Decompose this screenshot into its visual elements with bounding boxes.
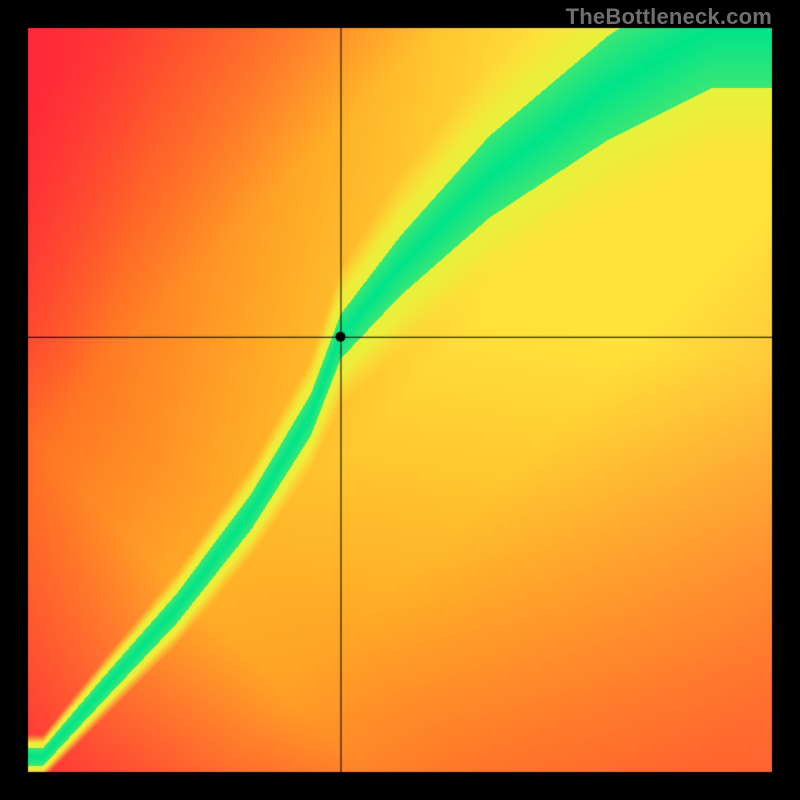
bottleneck-heatmap <box>0 0 800 800</box>
watermark-text: TheBottleneck.com <box>566 4 772 30</box>
